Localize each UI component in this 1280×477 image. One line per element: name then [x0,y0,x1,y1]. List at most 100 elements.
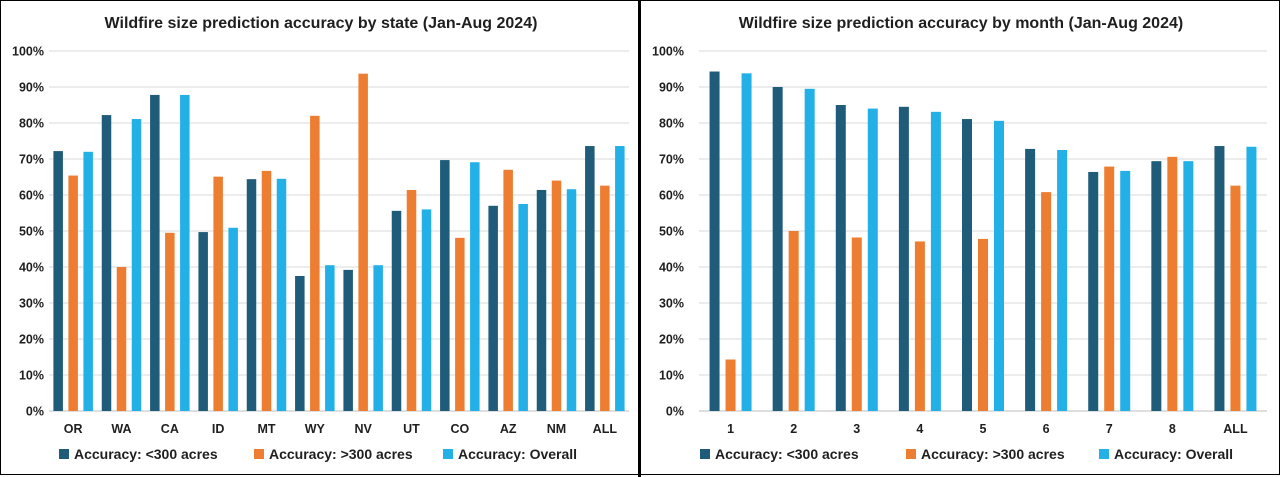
legend-label: Accuracy: >300 acres [921,446,1065,462]
x-tick-label: 4 [916,422,923,436]
bar [566,189,577,411]
y-tick-label: 40% [19,261,44,275]
bar [358,73,368,412]
bar [994,120,1004,411]
bar [150,94,160,412]
bar [53,151,63,411]
bar [310,115,320,412]
bar [725,359,736,411]
y-tick-label: 10% [659,369,684,383]
x-tick-label: 7 [1106,422,1113,436]
x-tick-label: ALL [1223,422,1248,436]
bar [295,276,305,411]
bar [1167,156,1178,411]
bar [1246,146,1257,411]
bar [1088,171,1099,411]
legend-label: Accuracy: Overall [458,446,577,462]
y-tick-label: 60% [659,189,684,203]
y-tick-label: 0% [666,405,684,419]
y-tick-label: 20% [659,333,684,347]
bar [198,232,208,411]
bar [246,179,257,411]
bar [391,210,402,411]
bar [962,119,972,411]
bar [325,265,335,411]
legend-label: Accuracy: <300 acres [715,446,859,462]
y-tick-label: 10% [19,369,44,383]
bar [180,94,190,412]
x-tick-label: WY [305,422,326,436]
bar [898,106,909,412]
legend-swatch [254,449,264,459]
bar [503,169,513,411]
y-tick-label: 70% [659,153,684,167]
y-tick-label: 100% [12,45,44,59]
x-tick-label: NM [547,422,566,436]
legend-label: Accuracy: >300 acres [269,446,413,462]
bar [1230,185,1241,411]
bar [131,119,142,411]
chart-state-svg: Wildfire size prediction accuracy by sta… [12,15,629,462]
bar [772,87,783,411]
x-tick-label: UT [403,422,420,436]
bar [261,170,272,411]
bar [1120,170,1131,411]
x-tick-label: 1 [727,422,734,436]
bar [1104,166,1115,411]
x-tick-label: 6 [1043,422,1050,436]
x-tick-label: CO [450,422,469,436]
x-tick-label: WA [111,422,131,436]
bar [615,146,625,412]
bar [1183,161,1194,411]
x-tick-label: ALL [593,422,618,436]
bar [741,73,752,411]
bar [914,241,925,411]
bar [709,71,720,412]
bar [804,88,815,412]
bar [470,162,480,411]
legend-label: Accuracy: Overall [1114,446,1233,462]
chart-month-svg: Wildfire size prediction accuracy by mon… [652,15,1267,462]
y-tick-label: 80% [659,117,684,131]
y-tick-label: 60% [19,189,44,203]
x-tick-label: OR [64,422,83,436]
bar [116,267,127,411]
bar [68,175,78,411]
x-tick-label: AZ [500,422,517,436]
legend-swatch [700,449,710,459]
y-tick-label: 40% [659,261,684,275]
bar [276,178,287,411]
chart-title: Wildfire size prediction accuracy by sta… [105,15,538,32]
bar [488,205,498,411]
y-tick-label: 90% [19,81,44,95]
bar [867,108,878,411]
bar [1025,148,1036,412]
bar [585,146,595,412]
legend-swatch [906,449,916,459]
bar [518,204,528,411]
bar [455,237,465,411]
bar [536,189,547,411]
y-tick-label: 100% [652,45,684,59]
x-tick-label: 3 [853,422,860,436]
chart-panel-month: Wildfire size prediction accuracy by mon… [640,0,1280,475]
y-tick-label: 90% [659,81,684,95]
panel-divider [638,0,641,477]
bar [440,160,450,411]
bar [1041,192,1052,411]
y-tick-label: 50% [659,225,684,239]
chart-title: Wildfire size prediction accuracy by mon… [739,15,1183,32]
bar [421,209,432,411]
y-tick-label: 30% [19,297,44,311]
y-tick-label: 20% [19,333,44,347]
y-tick-label: 30% [659,297,684,311]
x-tick-label: 8 [1169,422,1176,436]
y-tick-label: 70% [19,153,44,167]
bar [788,231,799,411]
legend-swatch [1099,449,1109,459]
chart-panel-state: Wildfire size prediction accuracy by sta… [0,0,640,475]
bar [978,238,988,411]
bar [373,265,383,411]
y-tick-label: 0% [26,405,44,419]
bar [83,151,93,412]
